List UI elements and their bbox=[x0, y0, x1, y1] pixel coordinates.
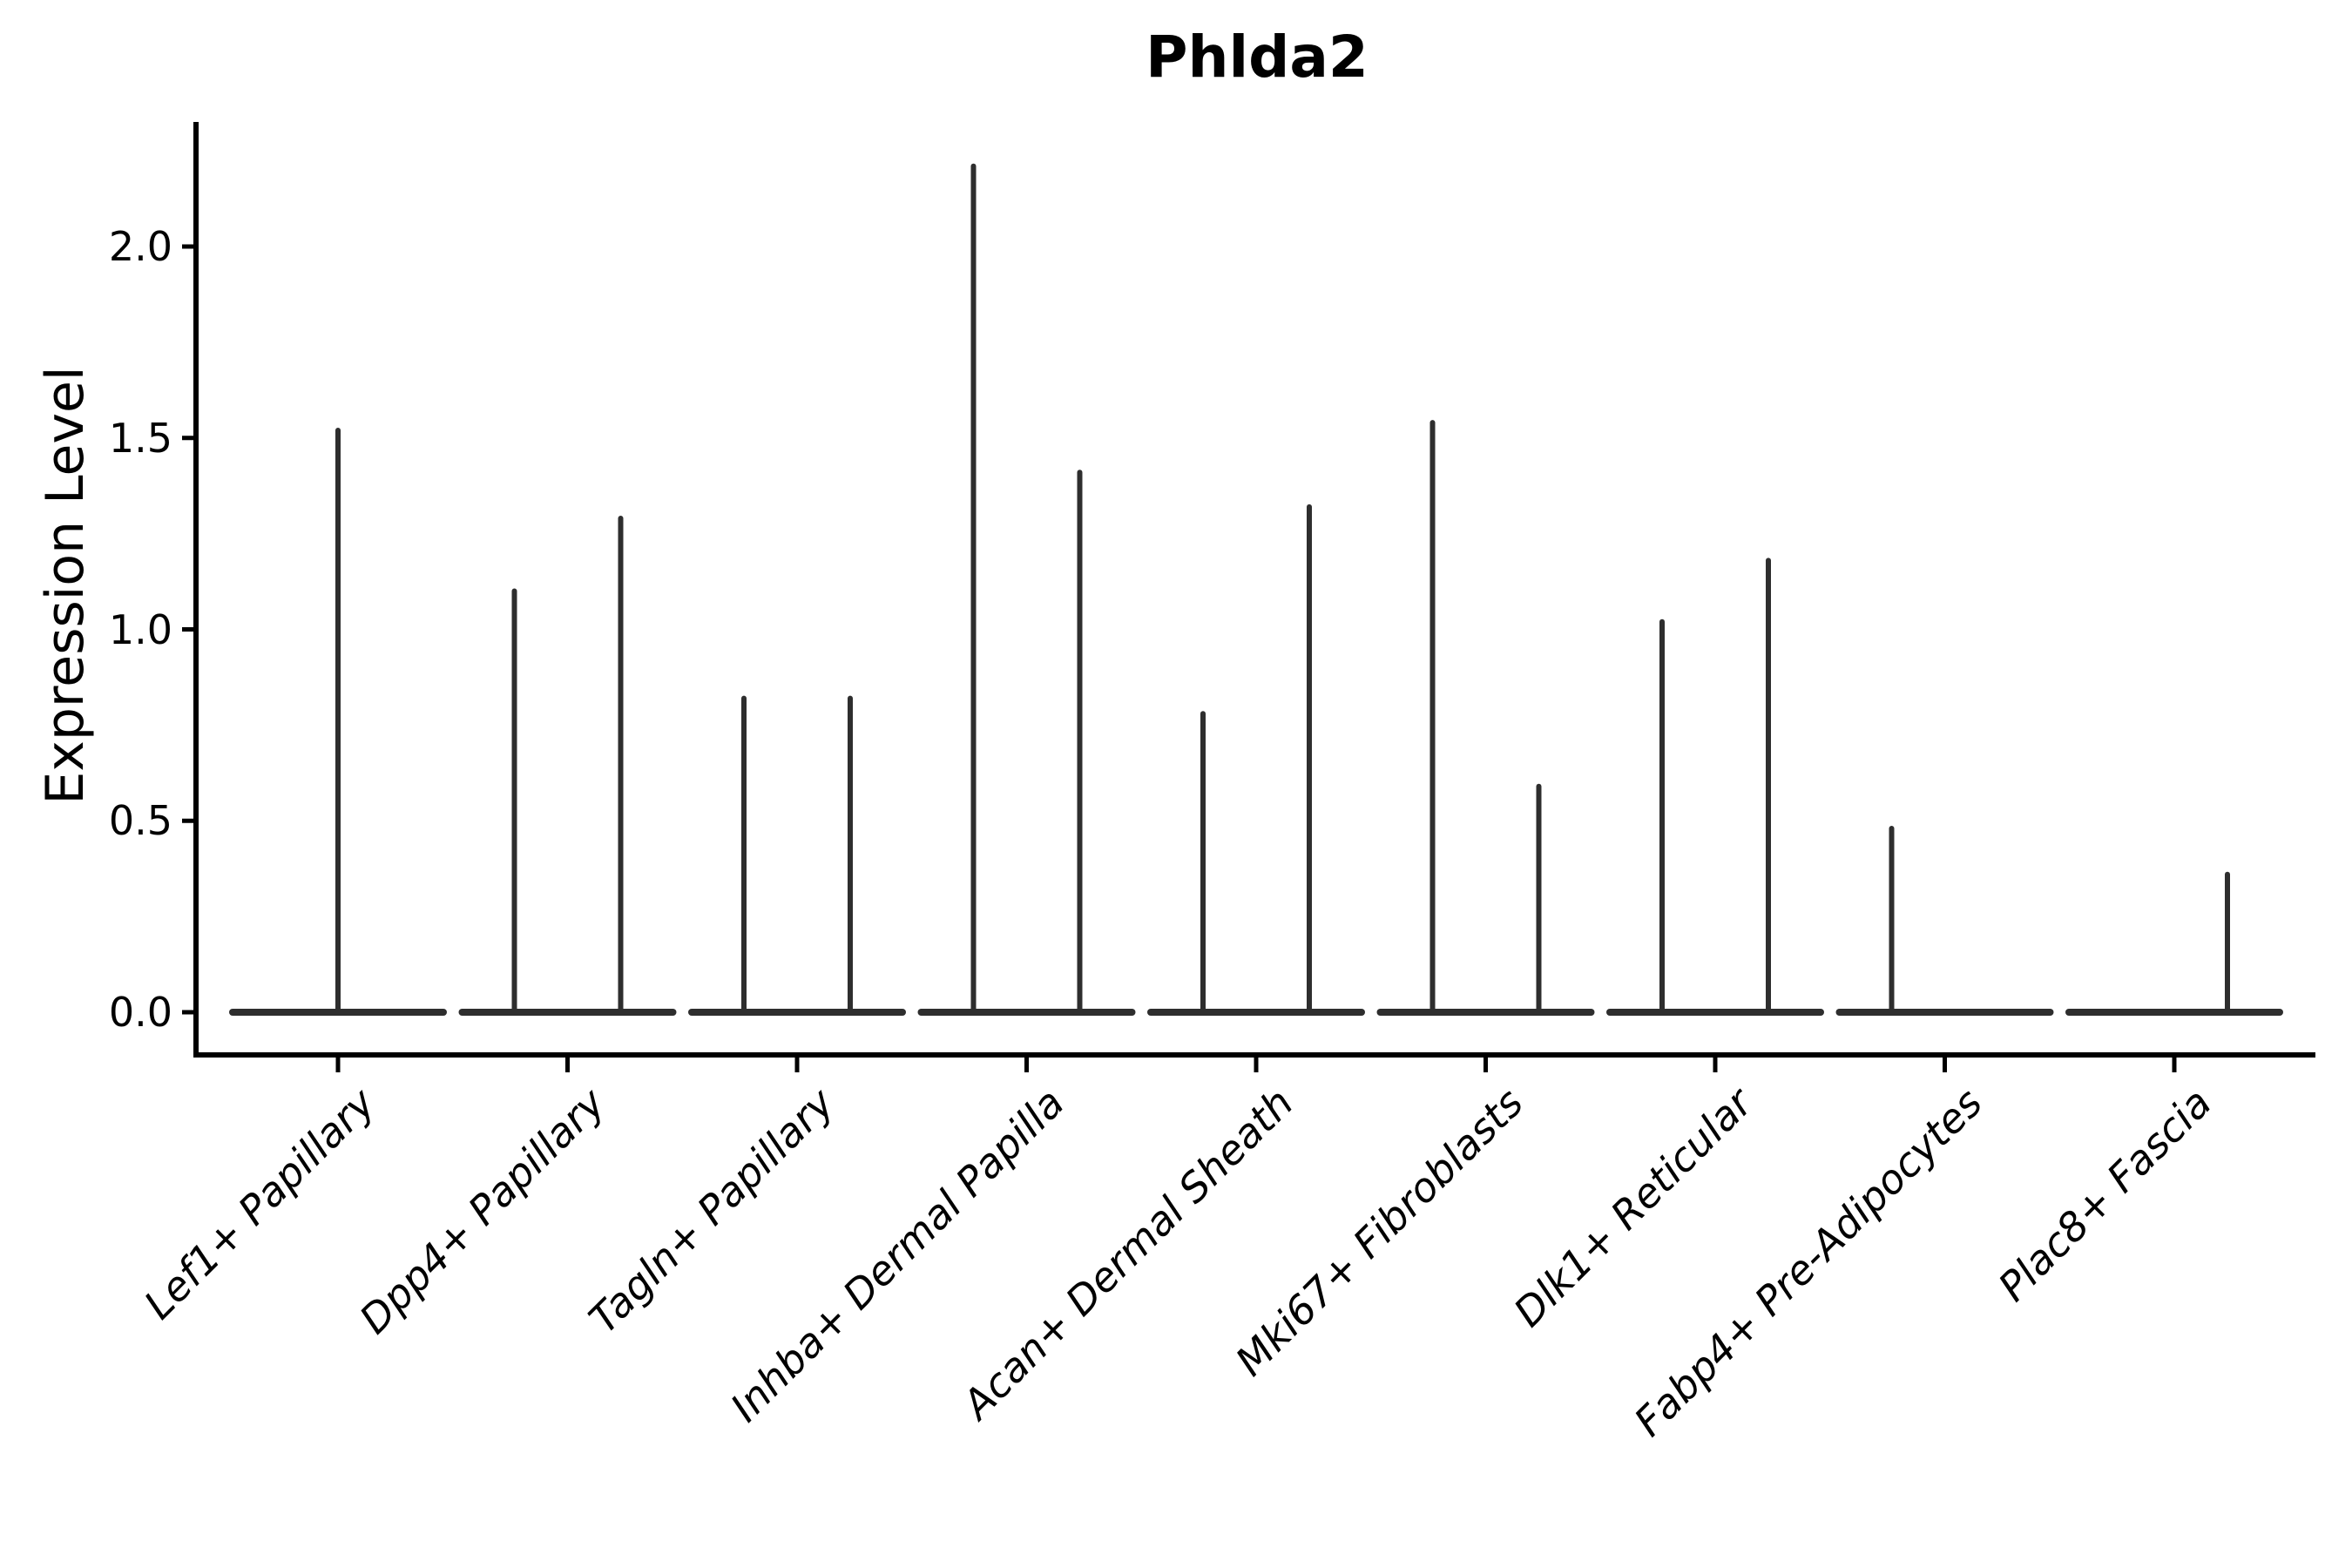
y-tick-label: 2.0 bbox=[108, 223, 172, 270]
y-tick-label: 1.5 bbox=[108, 414, 172, 462]
y-tick-label: 1.0 bbox=[108, 605, 172, 653]
y-tick-label: 0.0 bbox=[108, 989, 172, 1036]
y-tick-label: 0.5 bbox=[108, 797, 172, 845]
plot-title: Phlda2 bbox=[1146, 24, 1369, 91]
